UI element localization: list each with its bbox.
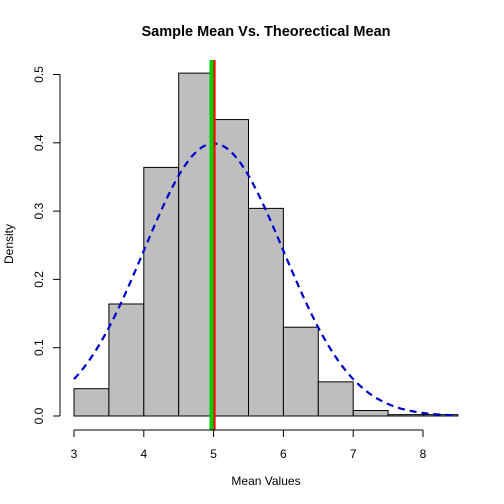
histogram-bar-8 (352, 410, 389, 417)
x-tick-label-2: 5 (210, 447, 217, 461)
vlines-layer (209, 60, 216, 430)
histogram-bar-3 (178, 72, 215, 417)
y-tick-label-0: 0.0 (32, 407, 46, 424)
histogram-bar-5 (248, 207, 284, 417)
y-tick-label-5: 0.5 (32, 66, 46, 83)
y-tick-label-1: 0.1 (32, 339, 46, 356)
histogram-bar-4 (213, 119, 250, 417)
x-tick-label-0: 3 (71, 447, 78, 461)
histogram-bar-1 (108, 303, 145, 417)
x-axis: 3 4 5 6 7 8 (71, 429, 427, 461)
histogram-bar-2 (143, 166, 180, 417)
x-axis-title: Mean Values (231, 474, 300, 488)
histogram-bar-7 (317, 381, 354, 417)
y-tick-label-2: 0.2 (32, 271, 46, 288)
histogram-bar-9 (387, 414, 424, 417)
histogram-bar-0 (73, 388, 110, 417)
x-tick-label-1: 4 (140, 447, 147, 461)
x-tick-label-3: 6 (280, 447, 287, 461)
y-axis: 0.0 0.1 0.2 0.3 0.4 0.5 (32, 66, 61, 424)
histogram-bars (73, 72, 459, 417)
histogram-bar-10 (422, 414, 459, 417)
x-tick-label-5: 8 (420, 447, 427, 461)
y-tick-label-3: 0.3 (32, 202, 46, 219)
histogram-bar-6 (282, 326, 319, 417)
chart-title: Sample Mean Vs. Theorectical Mean (141, 24, 390, 40)
y-tick-label-4: 0.4 (32, 134, 46, 151)
x-tick-label-4: 7 (350, 447, 357, 461)
y-axis-title: Density (2, 224, 16, 264)
